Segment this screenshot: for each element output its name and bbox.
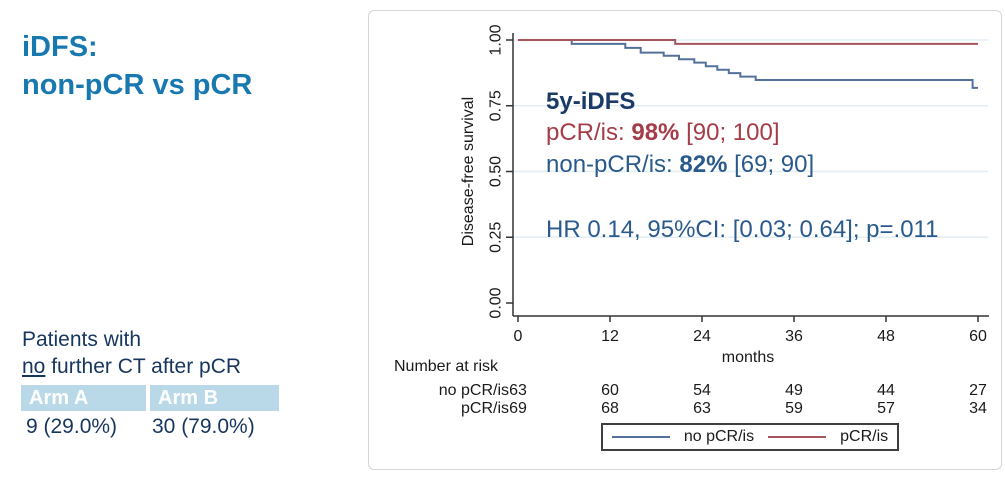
annotation-nonpcr-estimate: non-pCR/is: 82% [69; 90]	[546, 151, 815, 178]
arm-a-value: 9 (29.0%)	[26, 415, 118, 438]
km-curve-pcr-is	[518, 39, 978, 45]
arm-a-header-cell: Arm A	[21, 385, 146, 411]
patients-note-line2: further CT after pCR	[45, 355, 242, 378]
at-risk-value: 44	[877, 382, 895, 399]
y-tick-label: 0.25	[488, 222, 505, 253]
at-risk-value: 68	[601, 400, 619, 417]
annotation-hazard-ratio: HR 0.14, 95%CI: [0.03; 0.64]; p=.011	[546, 216, 939, 243]
arm-table-header-row: Arm A Arm B	[21, 385, 279, 411]
at-risk-value: 34	[969, 400, 987, 417]
x-axis-title: months	[722, 349, 774, 366]
at-risk-row-name: no pCR/is	[438, 382, 509, 399]
at-risk-value: 49	[785, 382, 803, 399]
page-title-line2: non-pCR vs pCR	[22, 69, 253, 101]
y-tick-label: 1.00	[488, 24, 505, 55]
legend-line-swatch	[611, 436, 670, 438]
page-title: iDFS: non-pCR vs pCR	[22, 28, 252, 104]
at-risk-value: 60	[601, 382, 619, 399]
x-tick-label: 0	[514, 328, 523, 345]
number-at-risk-label: Number at risk	[394, 358, 499, 375]
y-tick-label: 0.00	[488, 287, 505, 318]
arm-b-header-cell: Arm B	[150, 385, 279, 411]
page-title-line1: iDFS:	[22, 31, 98, 63]
annotation-heading: 5y-iDFS	[546, 88, 636, 115]
chart-legend: no pCR/is pCR/is	[601, 423, 899, 451]
at-risk-value: 57	[877, 400, 895, 417]
annotation-pcr-estimate: pCR/is: 98% [90; 100]	[546, 119, 780, 146]
at-risk-value: 59	[785, 400, 803, 417]
at-risk-value: 27	[969, 382, 987, 399]
legend-line-swatch	[768, 436, 827, 438]
patients-note-underlined-word: no	[22, 355, 46, 378]
km-curve-no-pcr-is	[518, 39, 978, 89]
y-axis-title: Disease-free survival	[460, 97, 477, 246]
at-risk-value: 63	[509, 382, 527, 399]
x-tick-label: 48	[877, 328, 895, 345]
x-tick-label: 36	[785, 328, 803, 345]
legend-label: no pCR/is	[683, 428, 755, 445]
y-tick-label: 0.50	[488, 156, 505, 187]
y-tick-label: 0.75	[488, 90, 505, 121]
at-risk-value: 69	[509, 400, 527, 417]
at-risk-value: 54	[693, 382, 711, 399]
patients-note-line1: Patients with	[22, 328, 142, 351]
legend-label: pCR/is	[840, 428, 889, 445]
km-plot: 0.00 0.25 0.50 0.75 1.00 Disease-free surviva…	[460, 24, 989, 366]
x-tick-label: 12	[601, 328, 619, 345]
km-chart-panel: 0.00 0.25 0.50 0.75 1.00 Disease-free surviva…	[368, 10, 1002, 470]
at-risk-value: 63	[693, 400, 711, 417]
x-tick-label: 24	[693, 328, 711, 345]
arm-table: Arm A Arm B 9 (29.0%) 30 (79.0%)	[21, 385, 279, 439]
arm-table-value-row: 9 (29.0%) 30 (79.0%)	[21, 415, 279, 439]
at-risk-row-name: pCR/is	[460, 400, 509, 417]
arm-b-value: 30 (79.0%)	[152, 415, 255, 438]
patients-note: Patients with no further CT after pCR	[22, 326, 241, 380]
x-tick-label: 60	[969, 328, 987, 345]
